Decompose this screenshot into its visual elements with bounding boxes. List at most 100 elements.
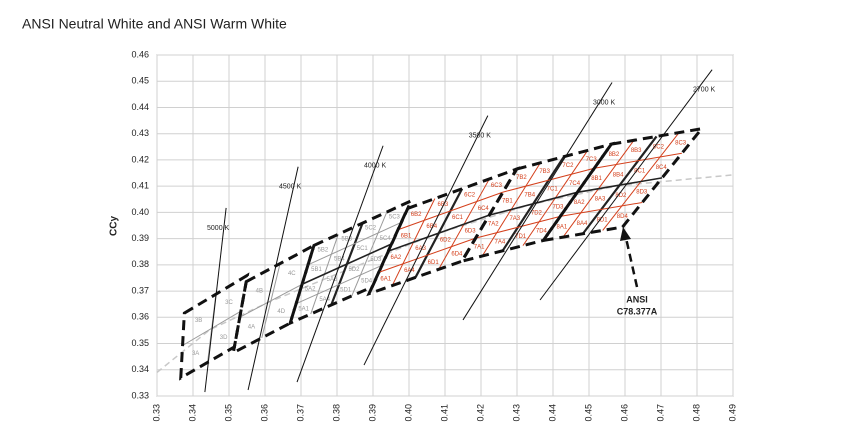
bin-label: 8A1 (557, 224, 568, 230)
bin-label: 5D2 (348, 267, 360, 273)
bin-label: 6A3 (415, 246, 426, 252)
bin-divider (475, 215, 561, 239)
bin-label: 5D1 (340, 288, 352, 294)
bin-label: 7D4 (536, 229, 548, 235)
x-tick-label: 0.38 (331, 404, 341, 422)
y-tick-label: 0.34 (131, 364, 149, 374)
cct-label: 3000 K (593, 99, 616, 106)
bin-label: 8C2 (653, 144, 665, 150)
cct-label: 4000 K (364, 163, 387, 170)
bin-label: 5C4 (380, 236, 392, 242)
cct-label: 4500 K (279, 184, 302, 191)
bin-label: 6D1 (428, 260, 440, 266)
bin-label: 7A3 (509, 216, 520, 222)
x-tick-label: 0.36 (259, 404, 269, 422)
bin-divider (239, 283, 303, 318)
y-axis-label: CCy (109, 216, 120, 236)
bin-label: 5B4 (334, 257, 345, 263)
x-tick-label: 0.35 (223, 404, 233, 422)
y-tick-label: 0.35 (131, 338, 149, 348)
bin-label: 7A4 (495, 239, 506, 245)
bin-divider (502, 167, 595, 193)
bin-label: 8D3 (636, 190, 648, 196)
bin-label: 7C3 (586, 157, 598, 163)
x-tick-label: 0.40 (403, 404, 413, 422)
annotation: C78.377A (617, 306, 658, 316)
bin-divider (307, 221, 402, 266)
cct-line (247, 166, 299, 391)
bin-quadrangle (366, 166, 521, 297)
bin-label: 8A4 (577, 221, 588, 227)
annotation-arrow (620, 227, 639, 288)
x-tick-label: 0.42 (475, 404, 485, 422)
bin-label: 5A3 (327, 277, 338, 283)
bin-label: 7A2 (488, 221, 499, 227)
bin-label: 3B (195, 318, 202, 324)
bin-label: 5C2 (365, 226, 377, 232)
bin-label: 6D3 (465, 229, 477, 235)
bin-divider (560, 201, 643, 217)
bin-label: 8C3 (675, 140, 687, 146)
bin-label: 5B3 (341, 236, 352, 242)
bin-label: 8D1 (597, 217, 609, 223)
y-tick-label: 0.40 (131, 207, 149, 217)
bin-label: 6D2 (440, 237, 452, 243)
bin-divider (301, 243, 393, 285)
y-tick-label: 0.45 (131, 76, 149, 86)
x-tick-label: 0.46 (619, 404, 629, 422)
bin-label: 6C1 (452, 215, 464, 221)
cct-label: 2700 K (693, 87, 716, 94)
bin-label: 6B2 (411, 212, 422, 218)
bin-divider (397, 191, 504, 231)
bin-label: 5A2 (305, 287, 316, 293)
bin-label: 8D4 (617, 214, 629, 220)
bin-label: 4D (277, 309, 285, 315)
bin-label: 7C4 (569, 181, 581, 187)
bin-label: 5A1 (298, 306, 309, 312)
bin-label: 4B (256, 288, 263, 294)
x-tick-label: 0.47 (655, 404, 665, 422)
bin-label: 6D4 (451, 251, 463, 257)
y-tick-label: 0.41 (131, 181, 149, 191)
bin-label: 7D1 (515, 234, 527, 240)
y-tick-label: 0.43 (131, 128, 149, 138)
bin-label: 7A1 (474, 245, 485, 251)
bin-label: 7B3 (539, 169, 550, 175)
chart-title: ANSI Neutral White and ANSI Warm White (22, 16, 287, 32)
bin-label: 6C4 (478, 206, 490, 212)
bin-divider (577, 177, 663, 194)
cct-line (296, 145, 384, 383)
bin-label: 7C2 (562, 163, 574, 169)
bin-label: 6C3 (491, 183, 503, 189)
y-tick-label: 0.46 (131, 49, 149, 59)
bin-divider (182, 310, 242, 346)
bin-label: 5D3 (370, 257, 382, 263)
bin-label: 7B2 (516, 175, 527, 181)
bin-label: 5C3 (389, 215, 401, 221)
cct-label: 5000 K (207, 225, 230, 232)
bin-label: 5A4 (319, 297, 330, 303)
bin-divider (388, 214, 490, 252)
bin-label: 5C1 (357, 246, 369, 252)
bin-label: 6A2 (391, 255, 402, 261)
bin-label: 8B4 (613, 172, 624, 178)
y-tick-label: 0.36 (131, 312, 149, 322)
bin-label: 7B4 (524, 192, 535, 198)
bin-label: 8C4 (656, 165, 668, 171)
x-tick-label: 0.49 (727, 404, 737, 422)
y-tick-label: 0.42 (131, 154, 149, 164)
bin-label: 3C (225, 300, 233, 306)
bin-label: 5B2 (318, 247, 329, 253)
bin-label: 7B1 (502, 198, 513, 204)
bin-label: 6C2 (464, 193, 476, 199)
bin-quadrangle (539, 126, 706, 243)
y-tick-label: 0.33 (131, 390, 149, 400)
cct-line (363, 115, 489, 366)
cct-label: 3500 K (469, 132, 492, 139)
x-tick-label: 0.43 (511, 404, 521, 422)
plot-area: 3B 3C 3A 3D 4B 4C 4A 4D 5B2 5B3 5C2 5C3 5B1 5B4 5C1 5C4… (156, 69, 734, 393)
bin-label: 8B3 (631, 148, 642, 154)
bin-label: 5D4 (361, 278, 373, 284)
cct-line (204, 207, 227, 393)
bin-label: 3D (220, 335, 228, 341)
